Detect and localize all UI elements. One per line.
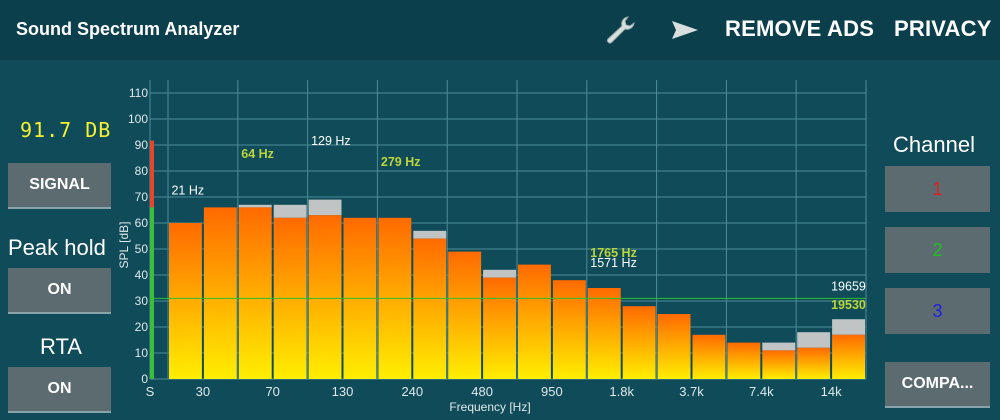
x-tick-label: 1.8k (609, 384, 634, 399)
peak-frequency-label: 129 Hz (311, 134, 351, 148)
y-tick-label: 60 (135, 216, 149, 230)
y-tick-label: 50 (135, 242, 149, 256)
peak-hold-cap (832, 319, 865, 335)
x-tick-label: 14k (821, 384, 842, 399)
x-tick-label: 480 (471, 384, 493, 399)
peak-hold-cap (273, 204, 307, 218)
spectrum-bar (518, 264, 551, 379)
y-tick-label: 0 (141, 372, 148, 386)
rta-toggle[interactable]: ON (8, 367, 111, 413)
compare-button[interactable]: COMPA... (885, 362, 990, 408)
spectrum-bar (238, 207, 272, 379)
y-tick-label: 30 (135, 294, 149, 308)
spectrum-bar (622, 306, 656, 379)
peak-hold-cap (762, 342, 796, 351)
peak-hold-cap (483, 269, 516, 278)
channel-2-label: 2 (932, 239, 943, 260)
y-tick-label: 100 (128, 112, 148, 126)
level-readout: 91.7 DB (20, 118, 112, 142)
peak-frequency-label: 19530 H (831, 298, 870, 312)
rta-label: RTA (40, 334, 82, 359)
y-tick-label: 20 (135, 320, 149, 334)
peak-hold-cap (797, 332, 831, 348)
y-tick-label: 90 (135, 138, 149, 152)
y-tick-label: 80 (135, 164, 149, 178)
y-tick-label: 110 (129, 86, 148, 100)
x-tick-label: 30 (196, 384, 210, 399)
peak-frequency-label: 1571 Hz (590, 256, 637, 270)
peak-frequency-label: 19659 H (831, 280, 870, 294)
spectrum-bar (762, 350, 796, 379)
app-title: Sound Spectrum Analyzer (16, 19, 240, 39)
y-tick-label: 40 (135, 268, 149, 282)
peak-frequency-label: 21 Hz (171, 183, 204, 197)
y-axis-title: SPL [dB] (117, 222, 131, 269)
spectrum-bar (832, 334, 865, 379)
spectrum-bar (413, 238, 447, 379)
level-meter-green (150, 207, 154, 379)
peak-frequency-label: 1765 Hz (590, 246, 637, 260)
wrench-icon[interactable] (604, 14, 638, 46)
spectrum-bar (203, 207, 237, 379)
x-tick-label: 3.7k (679, 384, 704, 399)
send-icon[interactable] (668, 14, 702, 46)
channel-2-button[interactable]: 2 (885, 227, 990, 273)
privacy-button[interactable]: PRIVACY (894, 16, 992, 41)
x-tick-label: 950 (541, 384, 563, 399)
x-tick-label: 130 (332, 384, 354, 399)
level-meter-red (150, 140, 154, 208)
spectrum-bar (483, 277, 516, 379)
remove-ads-button[interactable]: REMOVE ADS (725, 16, 875, 41)
x-tick-label: S (146, 384, 155, 399)
channel-3-label: 3 (932, 300, 943, 321)
spectrum-bar (308, 215, 342, 379)
spectrum-bar (727, 342, 761, 379)
x-tick-label: 240 (401, 384, 423, 399)
peak-hold-toggle[interactable]: ON (8, 268, 111, 314)
peak-hold-cap (238, 204, 272, 208)
top-bar (0, 0, 1000, 60)
spectrum-bar (448, 251, 482, 379)
peak-hold-cap (413, 230, 447, 239)
peak-hold-cap (308, 199, 342, 216)
spectrum-bar (692, 334, 726, 379)
channel-1-button[interactable]: 1 (885, 166, 990, 212)
signal-button[interactable]: SIGNAL (8, 163, 111, 209)
x-tick-label: 70 (265, 384, 279, 399)
spectrum-bar (587, 288, 621, 379)
spectrum-bar (169, 223, 202, 379)
x-axis-title: Frequency [Hz] (449, 400, 530, 414)
spectrum-bar (797, 347, 831, 379)
peak-frequency-label: 279 Hz (381, 155, 421, 169)
spectrum-bar (552, 280, 586, 379)
spectrum-bar (657, 314, 691, 379)
peak-frequency-label: 64 Hz (241, 147, 274, 161)
channel-3-button[interactable]: 3 (885, 288, 990, 334)
y-tick-label: 10 (135, 346, 149, 360)
channel-1-label: 1 (932, 178, 943, 199)
y-tick-label: 70 (135, 190, 149, 204)
peak-hold-label: Peak hold (8, 235, 106, 260)
channel-label: Channel (893, 132, 975, 157)
spectrum-chart: 0 10 20 30 40 50 60 70 80 90 100 110 21 Hz 64 Hz 129 H… (117, 80, 870, 414)
x-tick-label: 7.4k (749, 384, 774, 399)
